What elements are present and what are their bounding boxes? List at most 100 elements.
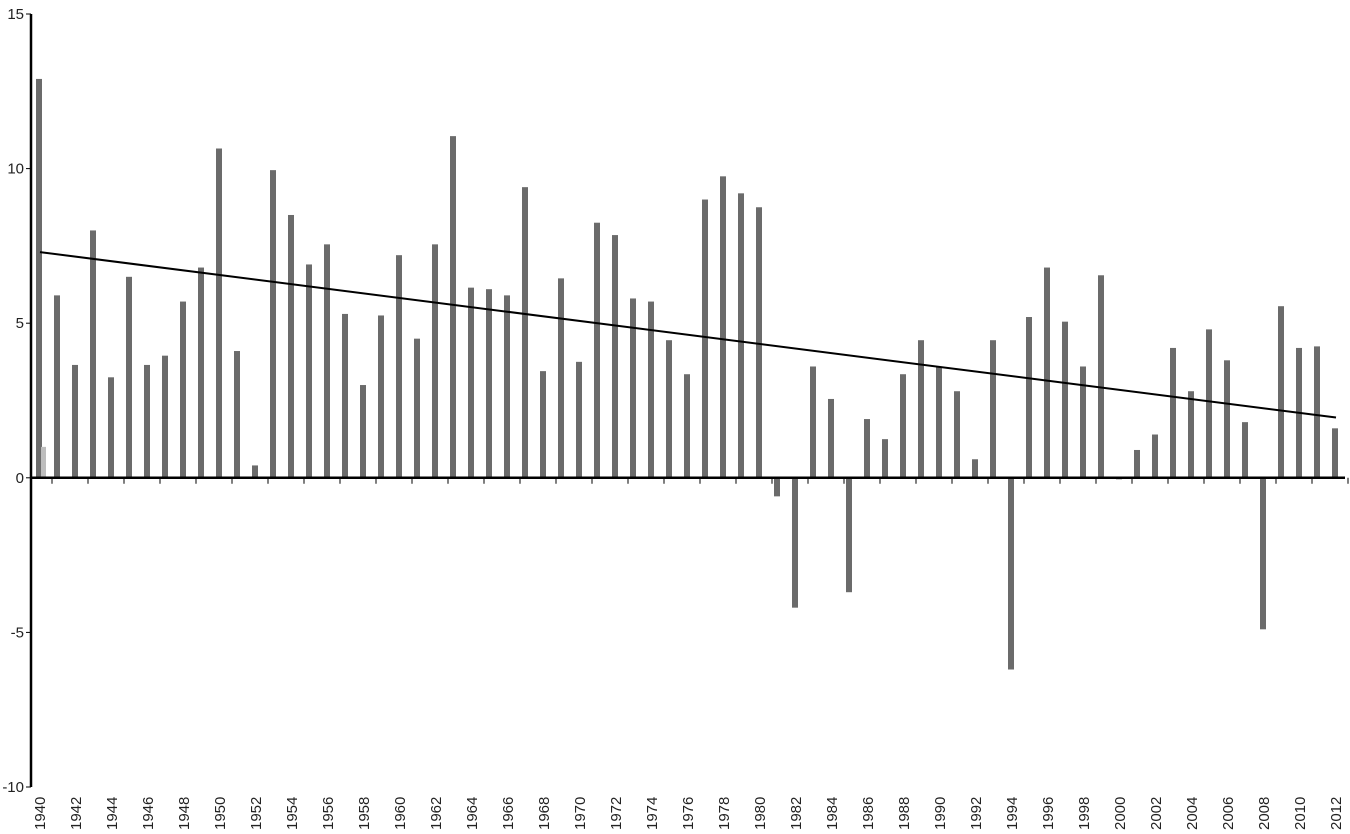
- bar: [468, 287, 474, 478]
- bar: [522, 187, 528, 478]
- bar: [126, 276, 132, 478]
- bar: [846, 477, 852, 593]
- bar: [1242, 422, 1248, 478]
- x-tick-label: 1994: [1004, 797, 1021, 830]
- bar: [144, 364, 150, 478]
- bar: [216, 148, 222, 478]
- bar: [1170, 347, 1176, 478]
- bar: [864, 419, 870, 478]
- bar: [306, 264, 312, 478]
- x-tick-label: 1966: [500, 797, 517, 830]
- x-tick-label: 1992: [968, 797, 985, 830]
- x-tick-label: 1986: [860, 797, 877, 830]
- bar: [1260, 477, 1266, 630]
- bar: [990, 340, 996, 478]
- bar: [954, 391, 960, 478]
- x-tick-label: 1952: [248, 797, 265, 830]
- bar: [90, 230, 96, 478]
- x-tick-label: 1976: [680, 797, 697, 830]
- bar: [1278, 306, 1284, 478]
- bar: [1044, 267, 1050, 478]
- bar: [612, 235, 618, 478]
- bar: [1008, 477, 1014, 670]
- x-tick-label: 1974: [644, 797, 661, 830]
- bar: [882, 439, 888, 478]
- bar: [720, 176, 726, 478]
- bar: [1332, 428, 1338, 478]
- y-tick-label: -10: [2, 779, 24, 796]
- x-tick-label: 1988: [896, 797, 913, 830]
- x-tick-label: 1980: [752, 797, 769, 830]
- bar: [792, 477, 798, 608]
- x-tick-label: 1964: [464, 797, 481, 830]
- bar: [1206, 329, 1212, 478]
- x-tick-label: 2006: [1220, 797, 1237, 830]
- bar: [1062, 321, 1068, 478]
- x-tick-label: 1972: [608, 797, 625, 830]
- bar: [1152, 434, 1158, 478]
- x-tick-label: 1990: [932, 797, 949, 830]
- bar: [324, 244, 330, 478]
- bar: [558, 278, 564, 478]
- x-tick-label: 1960: [392, 797, 409, 830]
- trend-line: [39, 251, 1337, 419]
- x-tick-label: 2012: [1328, 797, 1345, 830]
- y-tick-label: 5: [16, 315, 24, 332]
- x-tick-label: 1944: [104, 797, 121, 830]
- x-tick-label: 1956: [320, 797, 337, 830]
- bar: [702, 199, 708, 478]
- bar: [72, 364, 78, 478]
- y-tick-label: 10: [7, 161, 24, 178]
- bar: [396, 255, 402, 478]
- bar: [108, 377, 114, 478]
- bar: [450, 136, 456, 478]
- x-tick-label: 1954: [284, 797, 301, 830]
- x-tick-label: 1998: [1076, 797, 1093, 830]
- bar: [1098, 275, 1104, 478]
- x-tick-label: 1968: [536, 797, 553, 830]
- bar: [270, 170, 276, 478]
- bar: [360, 385, 366, 478]
- bar: [756, 207, 762, 478]
- x-tick-label: 1940: [32, 797, 49, 830]
- y-tick-label: 15: [7, 6, 24, 23]
- bar: [162, 355, 168, 478]
- x-tick-label: 2008: [1256, 797, 1273, 830]
- x-tick-label: 1950: [212, 797, 229, 830]
- bar: [288, 214, 294, 478]
- x-tick-label: 2010: [1292, 797, 1309, 830]
- bar: [486, 289, 492, 478]
- bar: [252, 465, 258, 478]
- x-tick-label: 2002: [1148, 797, 1165, 830]
- bar: [576, 361, 582, 478]
- bar: [1026, 317, 1032, 478]
- bar: [648, 301, 654, 478]
- bar: [684, 374, 690, 478]
- x-tick-label: 2000: [1112, 797, 1129, 830]
- y-tick-label: 0: [16, 470, 24, 487]
- bar: [1188, 391, 1194, 478]
- x-tick-label: 1958: [356, 797, 373, 830]
- bar: [594, 222, 600, 478]
- bar: [342, 313, 348, 478]
- x-tick-label: 1948: [176, 797, 193, 830]
- bar: [774, 477, 780, 497]
- bar: [900, 374, 906, 478]
- x-tick-label: 1970: [572, 797, 589, 830]
- bar: [504, 295, 510, 478]
- x-tick-label: 1978: [716, 797, 733, 830]
- bar: [432, 244, 438, 478]
- bar: [414, 338, 420, 478]
- bar: [1134, 449, 1140, 478]
- x-tick-label: 1996: [1040, 797, 1057, 830]
- y-tick-label: -5: [11, 624, 24, 641]
- bar: [1080, 366, 1086, 478]
- bar: [234, 351, 240, 478]
- bar: [540, 371, 546, 478]
- bar: [738, 193, 744, 478]
- bar: [180, 301, 186, 478]
- bar: [936, 366, 942, 478]
- bar: [972, 459, 978, 478]
- bar: [1224, 360, 1230, 478]
